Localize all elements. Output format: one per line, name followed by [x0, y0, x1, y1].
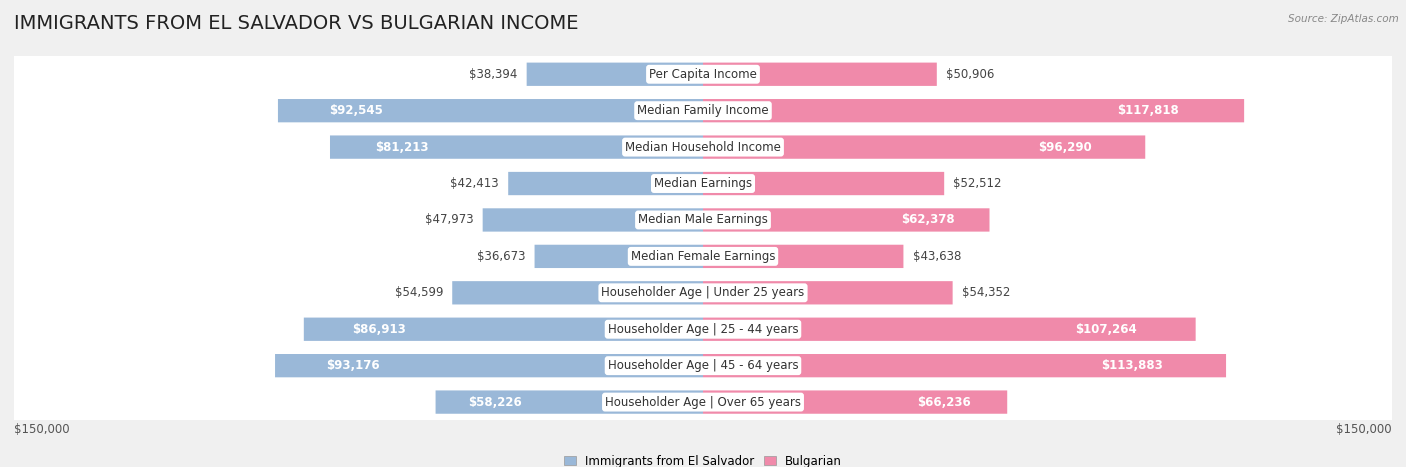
FancyBboxPatch shape	[703, 354, 1226, 377]
Text: Median Male Earnings: Median Male Earnings	[638, 213, 768, 226]
Text: Median Earnings: Median Earnings	[654, 177, 752, 190]
Text: $150,000: $150,000	[1336, 423, 1392, 436]
FancyBboxPatch shape	[4, 0, 1402, 467]
FancyBboxPatch shape	[703, 135, 1146, 159]
FancyBboxPatch shape	[4, 0, 1402, 467]
Text: $62,378: $62,378	[901, 213, 955, 226]
Text: Householder Age | Over 65 years: Householder Age | Over 65 years	[605, 396, 801, 409]
FancyBboxPatch shape	[703, 281, 953, 304]
Text: $86,913: $86,913	[352, 323, 405, 336]
Text: Householder Age | 45 - 64 years: Householder Age | 45 - 64 years	[607, 359, 799, 372]
FancyBboxPatch shape	[4, 0, 1402, 467]
FancyBboxPatch shape	[703, 63, 936, 86]
FancyBboxPatch shape	[4, 0, 1402, 467]
FancyBboxPatch shape	[453, 281, 703, 304]
Text: $66,236: $66,236	[917, 396, 970, 409]
Text: $43,638: $43,638	[912, 250, 960, 263]
Text: $93,176: $93,176	[326, 359, 380, 372]
FancyBboxPatch shape	[508, 172, 703, 195]
FancyBboxPatch shape	[4, 0, 1402, 467]
Text: Median Household Income: Median Household Income	[626, 141, 780, 154]
Text: Per Capita Income: Per Capita Income	[650, 68, 756, 81]
FancyBboxPatch shape	[4, 0, 1402, 467]
Text: $81,213: $81,213	[375, 141, 429, 154]
Text: Source: ZipAtlas.com: Source: ZipAtlas.com	[1288, 14, 1399, 24]
Text: $58,226: $58,226	[468, 396, 522, 409]
FancyBboxPatch shape	[436, 390, 703, 414]
FancyBboxPatch shape	[703, 172, 945, 195]
Text: $117,818: $117,818	[1118, 104, 1180, 117]
Text: $54,352: $54,352	[962, 286, 1010, 299]
Text: $50,906: $50,906	[946, 68, 994, 81]
FancyBboxPatch shape	[4, 0, 1402, 467]
FancyBboxPatch shape	[703, 318, 1195, 341]
FancyBboxPatch shape	[534, 245, 703, 268]
Text: $47,973: $47,973	[425, 213, 474, 226]
Text: $42,413: $42,413	[450, 177, 499, 190]
FancyBboxPatch shape	[330, 135, 703, 159]
FancyBboxPatch shape	[703, 208, 990, 232]
FancyBboxPatch shape	[304, 318, 703, 341]
Text: $38,394: $38,394	[470, 68, 517, 81]
Text: Median Family Income: Median Family Income	[637, 104, 769, 117]
FancyBboxPatch shape	[703, 99, 1244, 122]
FancyBboxPatch shape	[4, 0, 1402, 467]
FancyBboxPatch shape	[4, 0, 1402, 467]
Text: IMMIGRANTS FROM EL SALVADOR VS BULGARIAN INCOME: IMMIGRANTS FROM EL SALVADOR VS BULGARIAN…	[14, 14, 578, 33]
Text: $107,264: $107,264	[1074, 323, 1136, 336]
Text: $113,883: $113,883	[1101, 359, 1163, 372]
Text: $96,290: $96,290	[1039, 141, 1092, 154]
FancyBboxPatch shape	[482, 208, 703, 232]
Text: Median Female Earnings: Median Female Earnings	[631, 250, 775, 263]
FancyBboxPatch shape	[527, 63, 703, 86]
FancyBboxPatch shape	[278, 99, 703, 122]
Text: Householder Age | 25 - 44 years: Householder Age | 25 - 44 years	[607, 323, 799, 336]
FancyBboxPatch shape	[276, 354, 703, 377]
Text: $92,545: $92,545	[329, 104, 382, 117]
FancyBboxPatch shape	[703, 390, 1007, 414]
Text: $150,000: $150,000	[14, 423, 70, 436]
Text: $36,673: $36,673	[477, 250, 526, 263]
FancyBboxPatch shape	[703, 245, 904, 268]
Text: Householder Age | Under 25 years: Householder Age | Under 25 years	[602, 286, 804, 299]
Legend: Immigrants from El Salvador, Bulgarian: Immigrants from El Salvador, Bulgarian	[560, 450, 846, 467]
Text: $52,512: $52,512	[953, 177, 1002, 190]
Text: $54,599: $54,599	[395, 286, 443, 299]
FancyBboxPatch shape	[4, 0, 1402, 467]
